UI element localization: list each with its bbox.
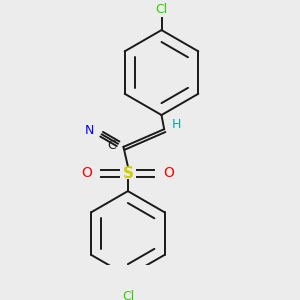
Text: Cl: Cl [122,290,134,300]
Text: N: N [85,124,94,137]
Text: H: H [172,118,182,131]
Text: S: S [122,166,134,181]
Text: O: O [82,167,92,180]
Text: Cl: Cl [155,3,168,16]
Text: O: O [163,167,174,180]
Text: C: C [108,139,116,152]
